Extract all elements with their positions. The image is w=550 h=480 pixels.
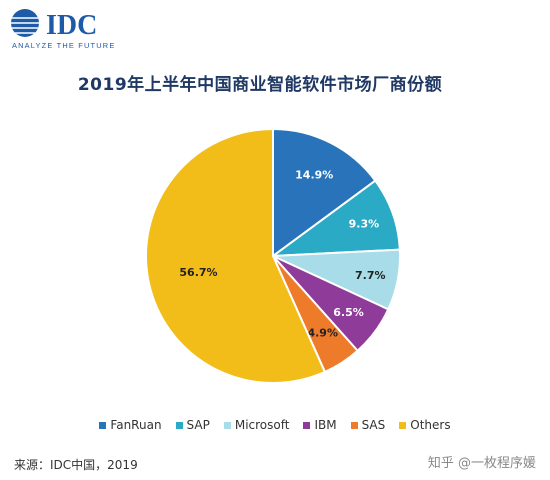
legend-label: IBM: [314, 418, 337, 432]
data-label-ibm: 6.5%: [333, 306, 364, 319]
legend-item-sap: SAP: [175, 418, 210, 432]
legend-swatch: [223, 421, 231, 429]
legend-item-microsoft: Microsoft: [223, 418, 290, 432]
pie-slice-fanruan: [272, 127, 377, 258]
chart-legend: FanRuan SAP Microsoft IBM SAS Others: [0, 418, 550, 432]
legend-label: Others: [410, 418, 451, 432]
logo-text: IDC: [46, 10, 97, 41]
legend-swatch: [399, 421, 407, 429]
legend-label: SAP: [186, 418, 210, 432]
globe-icon: [11, 9, 39, 37]
legend-swatch: [350, 421, 358, 429]
data-label-microsoft: 7.7%: [355, 269, 386, 282]
idc-logo: IDC ANALYZE THE FUTURE: [11, 9, 115, 50]
source-note: 来源：IDC中国，2019: [14, 458, 138, 472]
legend-swatch: [99, 421, 107, 429]
legend-label: FanRuan: [110, 418, 162, 432]
legend-item-others: Others: [399, 418, 451, 432]
legend-item-sas: SAS: [350, 418, 386, 432]
pie-slice-others: [145, 127, 327, 384]
data-label-sap: 9.3%: [349, 218, 380, 231]
data-label-fanruan: 14.9%: [295, 168, 333, 181]
logo-tagline: ANALYZE THE FUTURE: [12, 41, 115, 50]
legend-item-ibm: IBM: [303, 418, 337, 432]
legend-label: SAS: [361, 418, 386, 432]
legend-swatch: [303, 421, 311, 429]
data-label-others: 56.7%: [179, 266, 217, 279]
watermark: 知乎 @一枚程序媛: [427, 456, 536, 471]
chart-title: 2019年上半年中国商业智能软件市场厂商份额: [77, 75, 443, 95]
legend-swatch: [175, 421, 183, 429]
legend-label: Microsoft: [234, 418, 290, 432]
data-label-sas: 4.9%: [307, 327, 338, 340]
legend-item-fanruan: FanRuan: [99, 418, 162, 432]
